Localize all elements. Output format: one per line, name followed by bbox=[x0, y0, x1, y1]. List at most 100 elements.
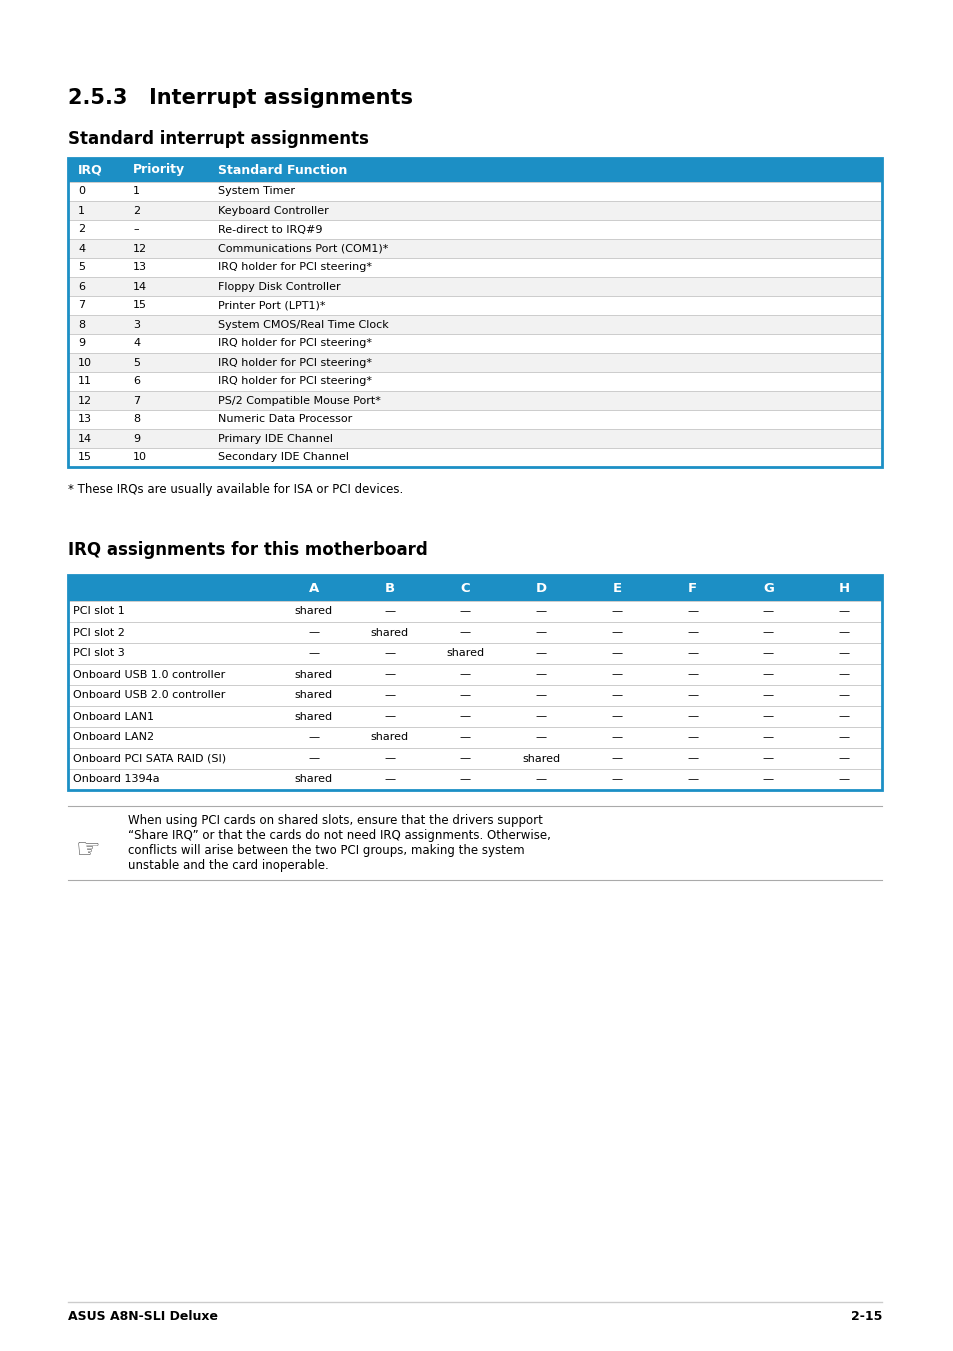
Text: —: — bbox=[611, 607, 621, 616]
Text: Numeric Data Processor: Numeric Data Processor bbox=[218, 415, 352, 424]
Text: D: D bbox=[535, 581, 546, 594]
Text: —: — bbox=[611, 627, 621, 638]
Text: PCI slot 3: PCI slot 3 bbox=[73, 648, 125, 658]
Text: —: — bbox=[838, 670, 849, 680]
Text: —: — bbox=[384, 670, 395, 680]
Text: –: – bbox=[132, 224, 138, 235]
Text: —: — bbox=[459, 732, 471, 743]
Text: H: H bbox=[838, 581, 849, 594]
Text: 4: 4 bbox=[132, 339, 140, 349]
Bar bbox=[68, 182, 882, 201]
Text: —: — bbox=[384, 712, 395, 721]
Text: —: — bbox=[762, 732, 773, 743]
Text: F: F bbox=[687, 581, 697, 594]
Text: 1: 1 bbox=[132, 186, 140, 196]
Text: —: — bbox=[686, 607, 698, 616]
Bar bbox=[68, 576, 882, 790]
Bar bbox=[68, 769, 882, 790]
Text: —: — bbox=[762, 690, 773, 701]
Text: PCI slot 1: PCI slot 1 bbox=[73, 607, 125, 616]
Text: Onboard USB 1.0 controller: Onboard USB 1.0 controller bbox=[73, 670, 225, 680]
Bar bbox=[68, 372, 882, 390]
Text: —: — bbox=[838, 648, 849, 658]
Text: —: — bbox=[762, 607, 773, 616]
Text: 4: 4 bbox=[78, 243, 85, 254]
Text: —: — bbox=[459, 607, 471, 616]
Text: 5: 5 bbox=[78, 262, 85, 273]
Text: shared: shared bbox=[370, 627, 408, 638]
Text: 13: 13 bbox=[132, 262, 147, 273]
Text: shared: shared bbox=[294, 670, 333, 680]
Text: shared: shared bbox=[294, 690, 333, 701]
Text: —: — bbox=[459, 670, 471, 680]
Text: —: — bbox=[611, 648, 621, 658]
Text: —: — bbox=[535, 670, 546, 680]
Text: —: — bbox=[308, 732, 319, 743]
Bar bbox=[68, 601, 882, 621]
Text: 12: 12 bbox=[132, 243, 147, 254]
Text: —: — bbox=[838, 607, 849, 616]
Text: 10: 10 bbox=[132, 453, 147, 462]
Text: —: — bbox=[611, 732, 621, 743]
Bar bbox=[68, 353, 882, 372]
Text: —: — bbox=[686, 754, 698, 763]
Text: 0: 0 bbox=[78, 186, 85, 196]
Text: —: — bbox=[762, 670, 773, 680]
Text: A: A bbox=[309, 581, 318, 594]
Text: Onboard 1394a: Onboard 1394a bbox=[73, 774, 159, 785]
Text: —: — bbox=[459, 754, 471, 763]
Text: ☞: ☞ bbox=[75, 836, 100, 865]
Text: 14: 14 bbox=[132, 281, 147, 292]
Text: —: — bbox=[686, 648, 698, 658]
Text: 9: 9 bbox=[78, 339, 85, 349]
Text: When using PCI cards on shared slots, ensure that the drivers support: When using PCI cards on shared slots, en… bbox=[128, 815, 542, 827]
Text: Onboard USB 2.0 controller: Onboard USB 2.0 controller bbox=[73, 690, 225, 701]
Text: —: — bbox=[611, 754, 621, 763]
Text: shared: shared bbox=[294, 712, 333, 721]
Text: Standard interrupt assignments: Standard interrupt assignments bbox=[68, 130, 369, 149]
Text: shared: shared bbox=[370, 732, 408, 743]
Text: G: G bbox=[762, 581, 773, 594]
Bar bbox=[68, 390, 882, 409]
Text: Floppy Disk Controller: Floppy Disk Controller bbox=[218, 281, 340, 292]
Text: IRQ assignments for this motherboard: IRQ assignments for this motherboard bbox=[68, 540, 427, 559]
Text: Onboard LAN2: Onboard LAN2 bbox=[73, 732, 154, 743]
Text: —: — bbox=[535, 627, 546, 638]
Text: —: — bbox=[384, 648, 395, 658]
Text: System CMOS/Real Time Clock: System CMOS/Real Time Clock bbox=[218, 319, 388, 330]
Text: conflicts will arise between the two PCI groups, making the system: conflicts will arise between the two PCI… bbox=[128, 844, 524, 857]
Bar bbox=[68, 430, 882, 449]
Text: IRQ holder for PCI steering*: IRQ holder for PCI steering* bbox=[218, 358, 372, 367]
Text: —: — bbox=[459, 774, 471, 785]
Text: —: — bbox=[838, 712, 849, 721]
Text: 2: 2 bbox=[78, 224, 85, 235]
Bar bbox=[68, 239, 882, 258]
Text: C: C bbox=[460, 581, 470, 594]
Text: Communications Port (COM1)*: Communications Port (COM1)* bbox=[218, 243, 388, 254]
Text: —: — bbox=[459, 712, 471, 721]
Bar bbox=[68, 334, 882, 353]
Text: IRQ holder for PCI steering*: IRQ holder for PCI steering* bbox=[218, 339, 372, 349]
Text: —: — bbox=[384, 690, 395, 701]
Bar bbox=[68, 220, 882, 239]
Text: —: — bbox=[838, 732, 849, 743]
Text: —: — bbox=[611, 670, 621, 680]
Text: —: — bbox=[611, 712, 621, 721]
Text: shared: shared bbox=[446, 648, 484, 658]
Text: 7: 7 bbox=[132, 396, 140, 405]
Text: 10: 10 bbox=[78, 358, 91, 367]
Text: —: — bbox=[838, 774, 849, 785]
Text: 2.5.3   Interrupt assignments: 2.5.3 Interrupt assignments bbox=[68, 88, 413, 108]
Bar bbox=[68, 296, 882, 315]
Text: Onboard PCI SATA RAID (SI): Onboard PCI SATA RAID (SI) bbox=[73, 754, 226, 763]
Text: —: — bbox=[384, 774, 395, 785]
Text: 8: 8 bbox=[132, 415, 140, 424]
Text: —: — bbox=[308, 648, 319, 658]
Text: —: — bbox=[686, 670, 698, 680]
Text: B: B bbox=[384, 581, 395, 594]
Text: —: — bbox=[611, 774, 621, 785]
Text: —: — bbox=[762, 712, 773, 721]
Bar bbox=[68, 315, 882, 334]
Text: 1: 1 bbox=[78, 205, 85, 216]
Text: —: — bbox=[535, 690, 546, 701]
